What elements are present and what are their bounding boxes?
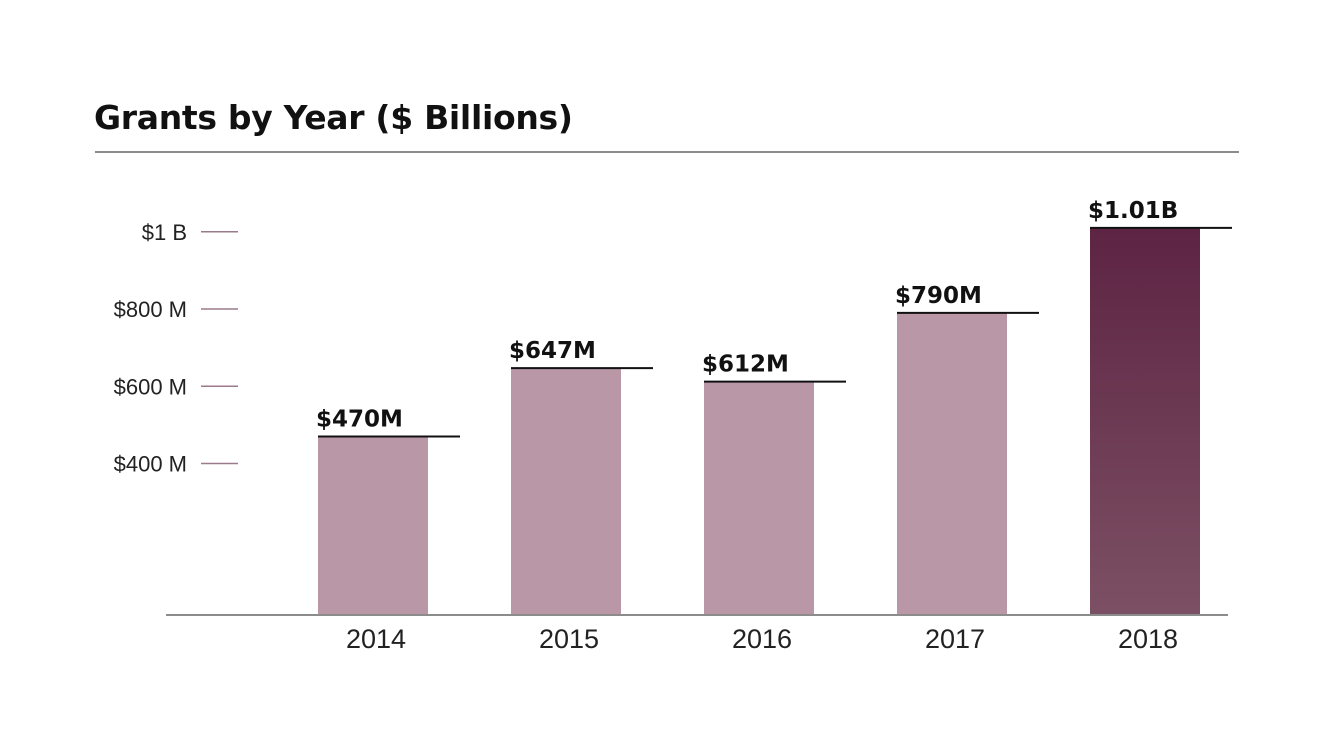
y-axis: $400 M $600 M $800 M $1 B	[114, 220, 238, 477]
data-label-2014: $470M	[316, 406, 403, 432]
x-tick-label: 2015	[539, 624, 599, 654]
y-tick-label: $400 M	[114, 452, 187, 477]
bar-2017	[897, 312, 1007, 615]
data-label-2017: $790M	[895, 283, 982, 309]
chart-title: Grants by Year ($ Billions)	[94, 98, 573, 137]
bar-2014	[318, 436, 428, 615]
bar-2016	[704, 381, 814, 615]
data-labels: $470M $647M $612M $790M $1.01B	[316, 198, 1232, 438]
data-label-2015: $647M	[509, 338, 596, 364]
x-tick-label: 2017	[925, 624, 985, 654]
bar-2018	[1090, 227, 1200, 615]
x-axis: 2014 2015 2016 2017 2018	[346, 624, 1178, 654]
bars	[318, 227, 1200, 615]
bar-2015	[511, 368, 621, 615]
y-tick-label: $1 B	[142, 220, 187, 245]
x-tick-label: 2014	[346, 624, 406, 654]
data-label-2016: $612M	[702, 352, 789, 378]
data-label-2018: $1.01B	[1088, 198, 1178, 224]
x-tick-label: 2018	[1118, 624, 1178, 654]
title-divider	[95, 151, 1239, 153]
y-tick-label: $600 M	[114, 374, 187, 399]
x-tick-label: 2016	[732, 624, 792, 654]
y-tick-label: $800 M	[114, 297, 187, 322]
